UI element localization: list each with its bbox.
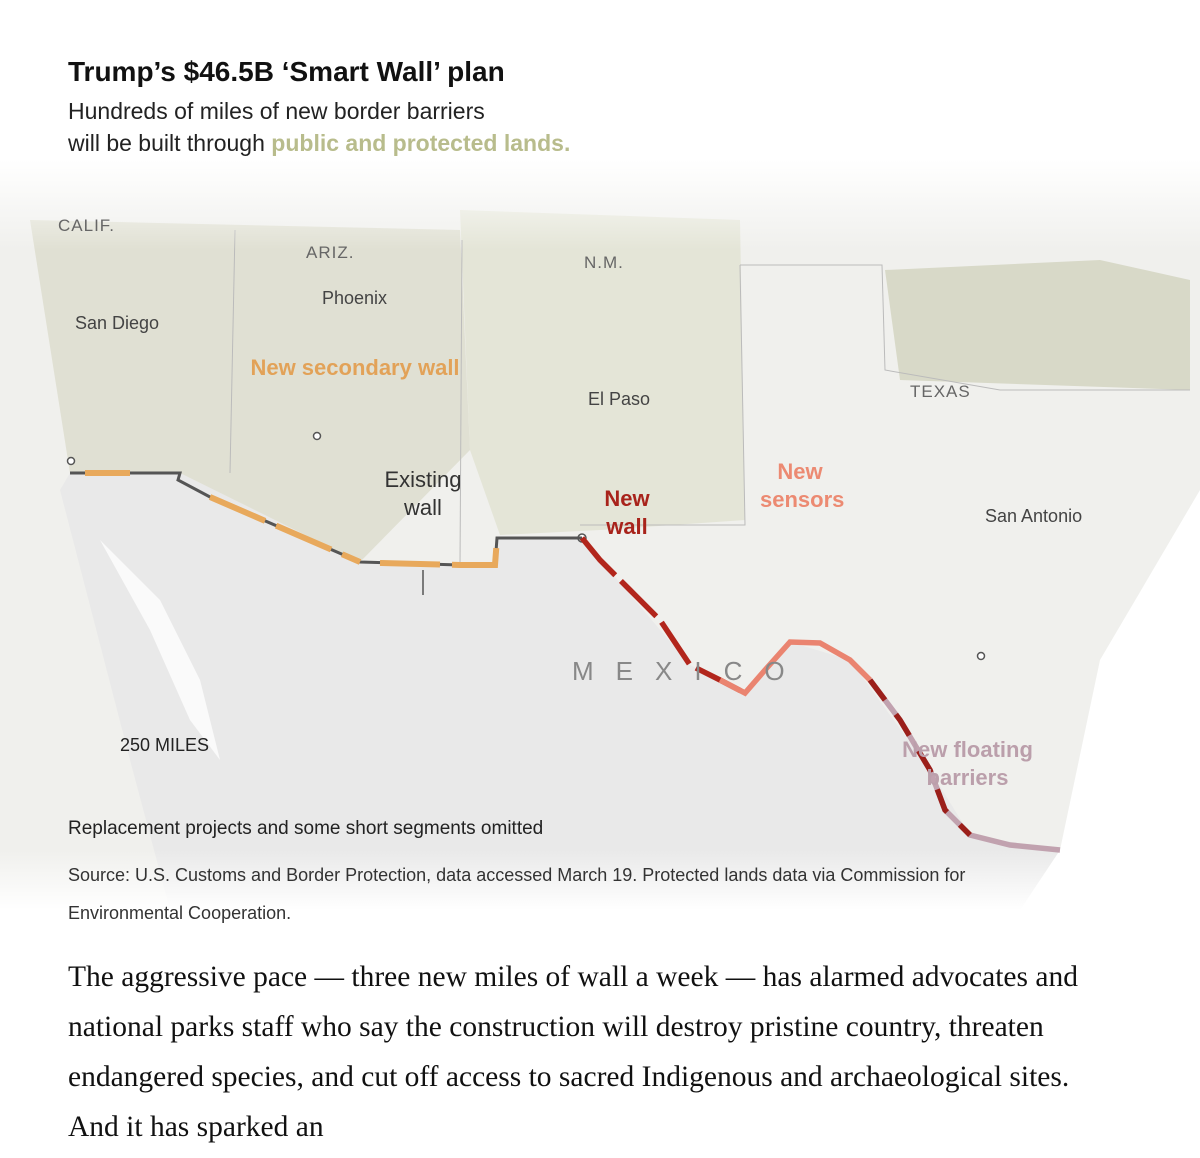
subtitle: will be built through public and protect… <box>68 130 570 157</box>
city-label: El Paso <box>588 389 651 409</box>
note: Replacement projects and some short segm… <box>68 818 544 839</box>
new-wall <box>867 678 972 837</box>
map <box>0 160 1200 910</box>
state-label: ARIZ. <box>306 243 355 262</box>
city-label: San Diego <box>75 313 160 333</box>
highlight: public and protected lands. <box>271 130 571 156</box>
legend-label: New wall <box>604 486 650 539</box>
fade <box>0 160 1200 910</box>
legend-label: New secondary wall <box>250 355 460 380</box>
subtitle: Hundreds of miles of new border barriers <box>68 98 485 124</box>
legend-label: New floating barriers <box>902 737 1033 790</box>
secondary-wall <box>85 470 500 568</box>
article-paragraph: The aggressive pace — three new miles of… <box>68 961 1078 1143</box>
city-dot <box>976 651 986 661</box>
title: Trump’s $46.5B ‘Smart Wall’ plan <box>68 56 505 87</box>
new-sensors <box>718 639 872 697</box>
state-label: TEXAS <box>910 382 971 401</box>
legend-label: Existing wall <box>384 467 462 520</box>
legend-label: New sensors <box>760 459 845 512</box>
country-label: MEXICO <box>572 656 807 686</box>
city-label: Phoenix <box>322 288 388 308</box>
scale-label: 250 MILES <box>120 735 210 755</box>
city-dot <box>312 431 322 441</box>
city-dot <box>66 456 76 466</box>
subtitle-text: will be built through <box>68 130 265 156</box>
state-label: N.M. <box>584 253 624 272</box>
source: Source: U.S. Customs and Border Protecti… <box>68 865 966 923</box>
city-label: San Antonio <box>985 506 1083 526</box>
state-label: CALIF. <box>58 216 116 235</box>
